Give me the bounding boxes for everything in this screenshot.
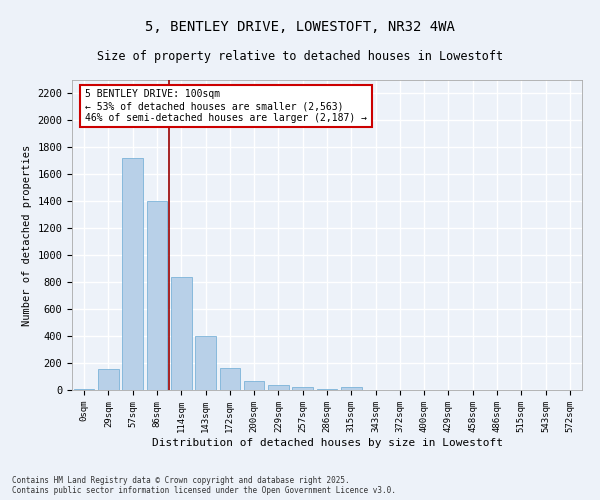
Text: Contains HM Land Registry data © Crown copyright and database right 2025.
Contai: Contains HM Land Registry data © Crown c… [12,476,396,495]
X-axis label: Distribution of detached houses by size in Lowestoft: Distribution of detached houses by size … [151,438,503,448]
Bar [341,386,362,390]
Bar [171,278,191,390]
Text: Size of property relative to detached houses in Lowestoft: Size of property relative to detached ho… [97,50,503,63]
Bar [195,336,216,390]
Bar [268,386,289,390]
Bar [292,388,313,390]
Bar [244,381,265,390]
Text: 5, BENTLEY DRIVE, LOWESTOFT, NR32 4WA: 5, BENTLEY DRIVE, LOWESTOFT, NR32 4WA [145,20,455,34]
Bar [122,158,143,390]
Bar [146,202,167,390]
Bar [220,368,240,390]
Bar [98,369,119,390]
Y-axis label: Number of detached properties: Number of detached properties [22,144,32,326]
Text: 5 BENTLEY DRIVE: 100sqm
← 53% of detached houses are smaller (2,563)
46% of semi: 5 BENTLEY DRIVE: 100sqm ← 53% of detache… [85,90,367,122]
